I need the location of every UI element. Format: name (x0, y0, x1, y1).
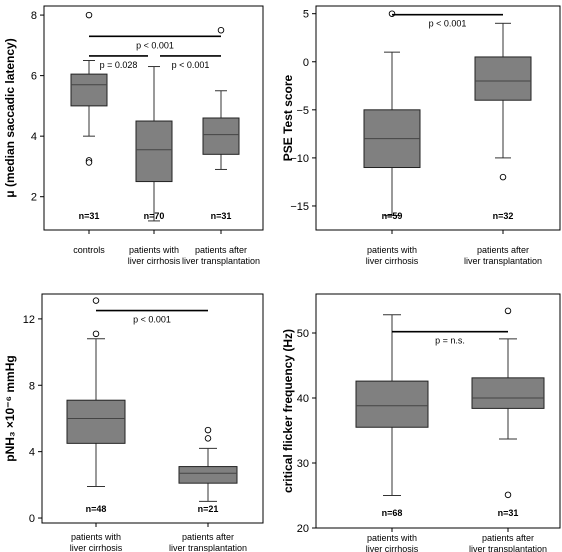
category-label: patients after liver transplantation (182, 245, 260, 266)
outlier-point (388, 10, 396, 17)
y-axis-label: critical flicker frequency (Hz) (281, 329, 295, 493)
y-tick-label: 4 (31, 131, 37, 143)
outlier-point (504, 307, 512, 315)
category-label: patients after liver transplantation (469, 533, 547, 552)
box-2: n=70 (135, 66, 173, 222)
category-label: patients with liver cirrhosis (128, 245, 181, 266)
box-iqr (178, 466, 238, 484)
y-tick-label: 0 (29, 513, 35, 525)
category-label: controls (73, 245, 105, 255)
box-iqr (202, 117, 240, 155)
plot-frame (315, 5, 561, 231)
y-tick-label: 8 (31, 10, 37, 22)
category-label: patients after liver transplantation (169, 532, 247, 552)
box-2: n=21 (178, 426, 238, 514)
p-value-label: p = n.s. (435, 336, 465, 346)
box-3: n=31 (202, 26, 240, 221)
box-iqr (66, 399, 126, 444)
y-tick-label: 2 (31, 192, 37, 204)
p-value-label: p < 0.001 (429, 19, 467, 29)
box-1: n=68 (355, 314, 429, 518)
outlier-point (204, 435, 212, 442)
category-label: patients with liver cirrhosis (70, 532, 123, 552)
y-tick-label: 40 (297, 393, 309, 405)
sample-size-label: n=31 (79, 211, 100, 221)
outlier-point (504, 491, 512, 499)
outlier-point (85, 159, 93, 166)
y-tick-label: 8 (29, 380, 35, 392)
y-tick-label: −5 (296, 105, 309, 117)
chart-panel-2: 5 0 −5 −10 −15 PSE Test score patients with liv… (281, 5, 561, 266)
chart-panel-3: 0 4 8 12 pNH₃ ×10⁻⁶ mmHg patients with liver c… (3, 293, 264, 552)
sample-size-label: n=31 (211, 211, 232, 221)
category-label: patients after liver transplantation (464, 245, 542, 266)
sample-size-label: n=48 (86, 504, 107, 514)
y-tick-label: 30 (297, 458, 309, 470)
outlier-point (92, 297, 100, 304)
sample-size-label: n=68 (382, 508, 403, 518)
box-iqr (471, 377, 545, 409)
category-label: patients with liver cirrhosis (366, 245, 419, 266)
outlier-point (217, 26, 225, 34)
box-iqr (70, 73, 108, 107)
y-tick-label: 0 (303, 57, 309, 69)
outlier-point (204, 426, 212, 434)
y-tick-label: −15 (290, 201, 309, 213)
y-axis-label: μ (median saccadic latency) (3, 38, 17, 197)
box-iqr (474, 56, 532, 101)
plot-frame (315, 293, 561, 529)
box-iqr (135, 120, 173, 183)
y-axis-label: PSE Test score (281, 74, 295, 161)
y-tick-label: 6 (31, 71, 37, 83)
box-1: n=59 (363, 10, 421, 221)
y-tick-label: 50 (297, 328, 309, 340)
y-tick-label: 20 (297, 523, 309, 535)
p-value-label: p < 0.001 (136, 40, 174, 50)
y-tick-label: −10 (290, 153, 309, 165)
box-iqr (355, 380, 429, 428)
category-label: patients with liver cirrhosis (366, 533, 419, 552)
box-1: n=31 (70, 11, 108, 221)
y-tick-label: 4 (29, 447, 35, 459)
p-value-label: p = 0.028 (100, 60, 138, 70)
box-2: n=31 (471, 307, 545, 518)
sample-size-label: n=31 (498, 508, 519, 518)
chart-panel-1: 2 4 6 8 μ (median saccadic latency) controls p… (3, 5, 264, 266)
p-value-label: p < 0.001 (133, 315, 171, 325)
y-tick-label: 12 (23, 314, 35, 326)
sample-size-label: n=21 (198, 504, 219, 514)
p-value-label: p < 0.001 (172, 60, 210, 70)
sample-size-label: n=70 (144, 211, 165, 221)
outlier-point (92, 330, 100, 338)
box-2: n=32 (474, 22, 532, 221)
sample-size-label: n=59 (382, 211, 403, 221)
sample-size-label: n=32 (493, 211, 514, 221)
outlier-point (85, 11, 93, 19)
outlier-point (499, 173, 507, 181)
y-axis-label: pNH₃ ×10⁻⁶ mmHg (3, 355, 17, 461)
plot-frame (41, 293, 264, 524)
box-1: n=48 (66, 297, 126, 514)
y-tick-label: 5 (303, 9, 309, 21)
